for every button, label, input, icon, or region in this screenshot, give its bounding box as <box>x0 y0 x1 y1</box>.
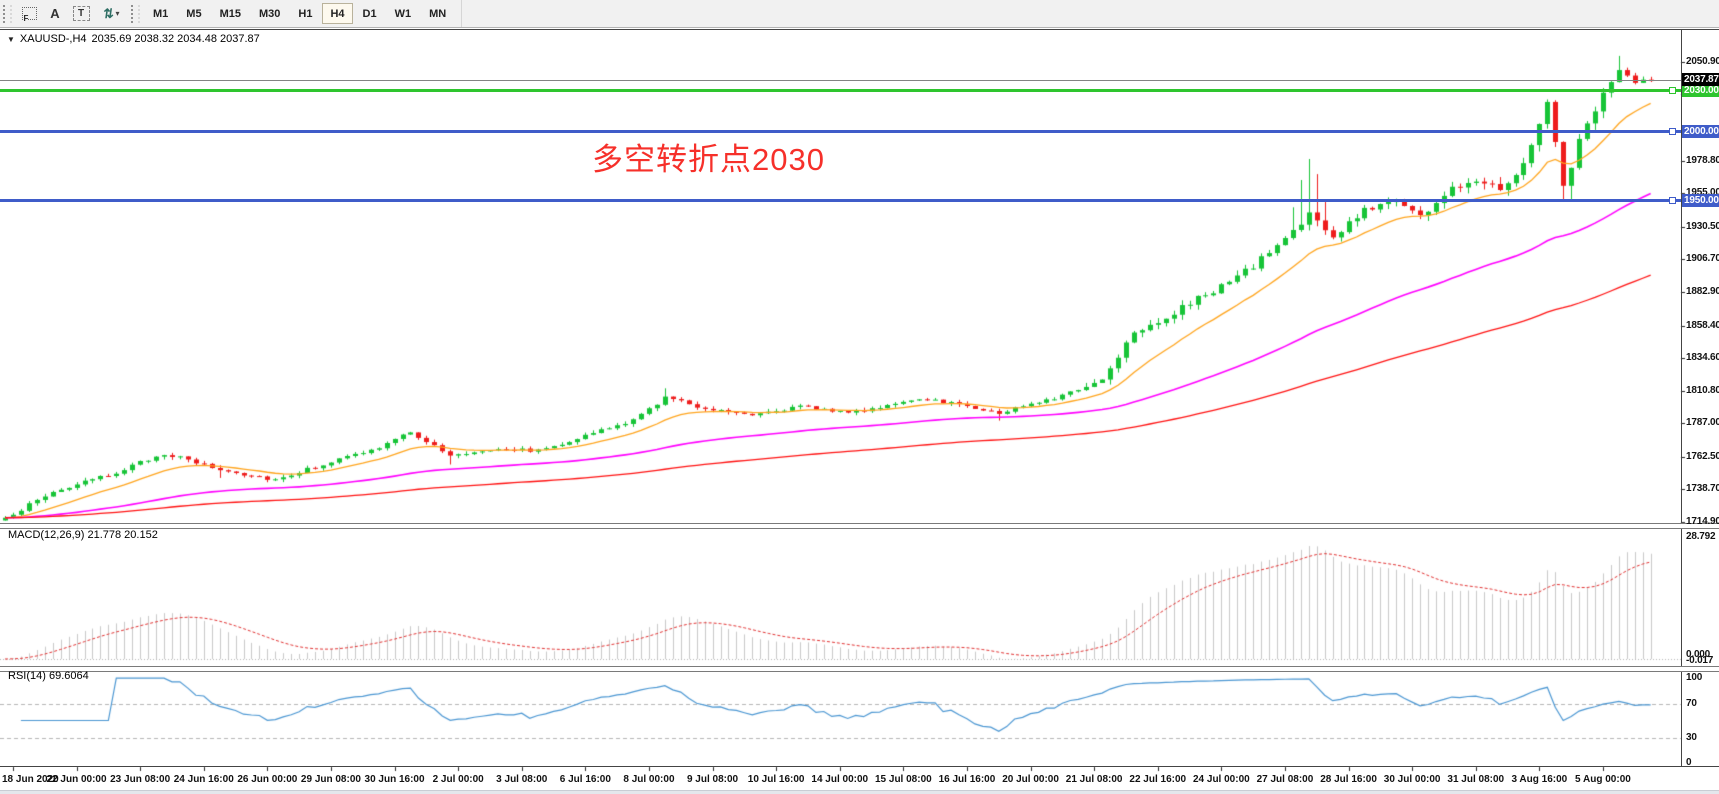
time-axis-label: 23 Jun 08:00 <box>110 774 171 785</box>
time-axis-label: 18 Jun 2020 <box>2 774 59 785</box>
horizontal-line-1950[interactable] <box>0 198 1681 202</box>
time-axis-label: 24 Jun 16:00 <box>173 774 234 785</box>
window-bottom-strip <box>0 790 1719 794</box>
time-axis-label: 22 Jul 16:00 <box>1129 774 1187 785</box>
time-axis-label: 22 Jun 00:00 <box>46 774 107 785</box>
macd-scale-max: 28.792 <box>1686 531 1716 542</box>
time-axis-label: 3 Aug 16:00 <box>1511 774 1568 785</box>
rsi-level-label: 0 <box>1686 757 1692 768</box>
time-axis-label: 9 Jul 08:00 <box>686 774 739 785</box>
time-axis-label: 21 Jul 08:00 <box>1065 774 1123 785</box>
time-axis-label: 16 Jul 16:00 <box>938 774 996 785</box>
horizontal-line-2000[interactable] <box>0 130 1681 134</box>
rsi-level-label: 30 <box>1686 731 1697 743</box>
rsi-level-label: 70 <box>1686 697 1697 709</box>
time-axis-label: 10 Jul 16:00 <box>747 774 805 785</box>
price-axis-border <box>1681 29 1682 767</box>
time-axis-label: 14 Jul 00:00 <box>811 774 869 785</box>
macd-scale-zero: 0.000 <box>1686 649 1711 660</box>
price-tick: 1714.90 <box>1686 516 1719 527</box>
time-axis-label: 8 Jul 00:00 <box>623 774 675 785</box>
price-tick: 1930.50 <box>1686 220 1719 232</box>
time-axis-label: 29 Jun 08:00 <box>300 774 361 785</box>
time-axis-label: 24 Jul 00:00 <box>1192 774 1250 785</box>
price-tick: 1738.70 <box>1686 483 1719 495</box>
rsi-indicator-label: RSI(14) 69.6064 <box>8 670 89 682</box>
price-tick: 1978.80 <box>1686 154 1719 166</box>
chart-title: ▼ XAUUSD-,H4 2035.69 2038.32 2034.48 203… <box>7 33 260 45</box>
price-line-label-1950: 1950.00 <box>1682 193 1719 207</box>
price-tick: 1858.40 <box>1686 319 1719 331</box>
time-axis-label: 20 Jul 00:00 <box>1002 774 1059 785</box>
price-tick: 1955.00 <box>1686 187 1719 199</box>
time-axis-label: 31 Jul 08:00 <box>1447 774 1505 785</box>
line-handle-2030[interactable] <box>1669 87 1676 95</box>
macd-indicator-label: MACD(12,26,9) 21.778 20.152 <box>8 529 158 541</box>
current-price-label: 2037.87 <box>1682 73 1719 87</box>
macd-rsi-splitter[interactable] <box>0 666 1719 672</box>
time-axis-label: 30 Jul 00:00 <box>1383 774 1441 785</box>
time-axis-label: 15 Jul 08:00 <box>874 774 932 785</box>
current-price-line <box>0 80 1681 81</box>
price-line-label-2030: 2030.00 <box>1682 84 1719 98</box>
symbol-period-label: XAUUSD-,H4 <box>19 33 87 45</box>
price-tick: 1834.60 <box>1686 352 1719 364</box>
time-axis-label: 27 Jul 08:00 <box>1256 774 1314 785</box>
horizontal-line-2030[interactable] <box>0 89 1681 93</box>
time-axis-label: 2 Jul 00:00 <box>432 774 484 785</box>
rsi-level-label: 100 <box>1686 672 1703 683</box>
time-axis-label: 30 Jun 16:00 <box>364 774 425 785</box>
line-handle-2000[interactable] <box>1669 128 1676 136</box>
macd-scale-min: -0.017 <box>1686 655 1714 666</box>
price-tick: 1810.80 <box>1686 384 1719 396</box>
price-tick: 1882.90 <box>1686 285 1719 297</box>
chart-annotation-text[interactable]: 多空转折点2030 <box>592 142 825 177</box>
price-tick: 2050.90 <box>1686 55 1719 67</box>
time-axis-label: 6 Jul 16:00 <box>559 774 611 785</box>
line-handle-1950[interactable] <box>1669 196 1676 204</box>
price-tick: 1787.00 <box>1686 417 1719 429</box>
main-macd-splitter[interactable] <box>0 523 1719 529</box>
time-axis-label: 26 Jun 00:00 <box>237 774 298 785</box>
price-tick: 1762.50 <box>1686 450 1719 462</box>
price-line-label-2000: 2000.00 <box>1682 125 1719 139</box>
time-axis-label: 3 Jul 08:00 <box>496 774 548 785</box>
rsi-bottom-border <box>0 766 1719 767</box>
price-tick: 1906.70 <box>1686 253 1719 265</box>
chart-top-border <box>0 29 1719 30</box>
ohlc-values: 2035.69 2038.32 2034.48 2037.87 <box>91 33 260 45</box>
symbol-dropdown-icon[interactable]: ▼ <box>7 34 15 44</box>
time-axis-label: 5 Aug 00:00 <box>1575 774 1631 785</box>
time-axis-label: 28 Jul 16:00 <box>1320 774 1377 785</box>
